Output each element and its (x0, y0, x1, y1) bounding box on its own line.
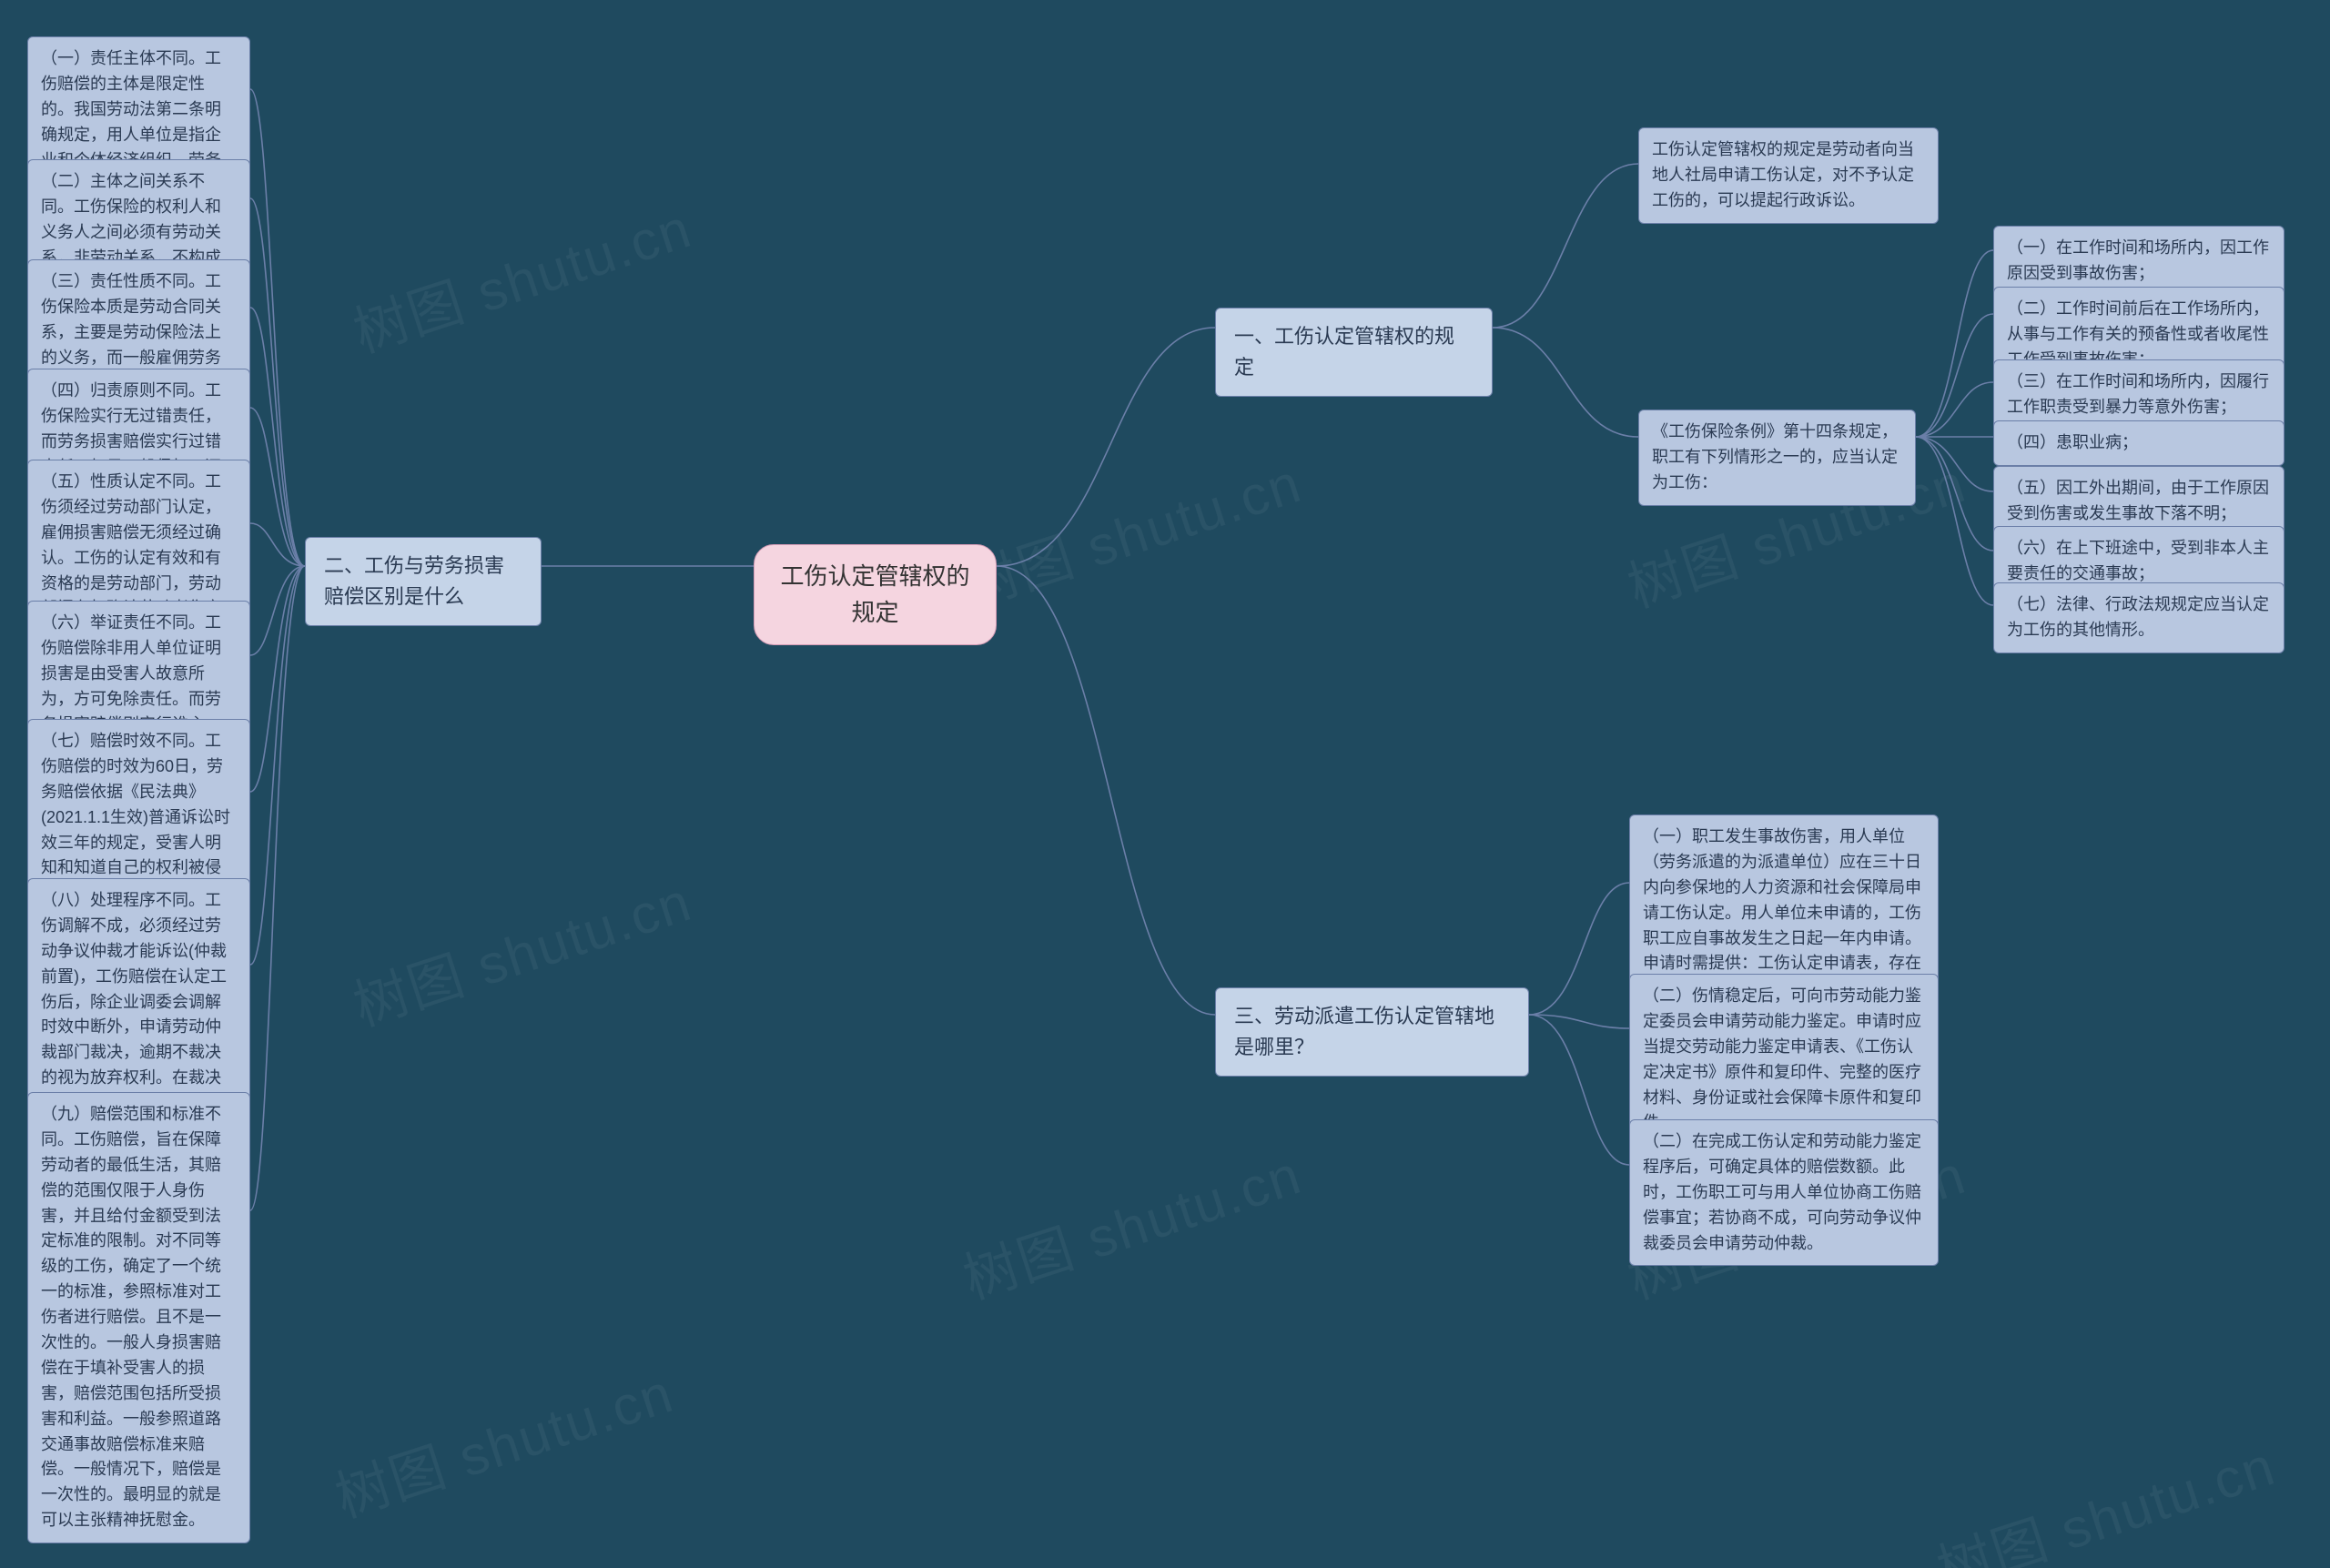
watermark: 树图 shutu.cn (952, 1131, 1311, 1315)
b3-leaf-3: （二）在完成工伤认定和劳动能力鉴定程序后，可确定具体的赔偿数额。此时，工伤职工可… (1629, 1119, 1939, 1266)
branch-3: 三、劳动派遣工伤认定管辖地是哪里？ (1215, 987, 1529, 1077)
root-node: 工伤认定管辖权的规定 (754, 544, 997, 645)
watermark: 树图 shutu.cn (1926, 1422, 2284, 1568)
watermark: 树图 shutu.cn (952, 440, 1311, 623)
b1-leaf-7: （七）法律、行政法规规定应当认定为工伤的其他情形。 (1993, 582, 2284, 653)
watermark: 树图 shutu.cn (342, 858, 701, 1042)
b1-intro: 工伤认定管辖权的规定是劳动者向当地人社局申请工伤认定，对不予认定工伤的，可以提起… (1638, 127, 1939, 224)
watermark: 树图 shutu.cn (342, 185, 701, 369)
b1-sub: 《工伤保险条例》第十四条规定，职工有下列情形之一的，应当认定为工伤： (1638, 410, 1916, 506)
b2-leaf-9: （九）赔偿范围和标准不同。工伤赔偿，旨在保障劳动者的最低生活，其赔偿的范围仅限于… (27, 1092, 250, 1543)
watermark: 树图 shutu.cn (324, 1350, 683, 1533)
branch-2: 二、工伤与劳务损害赔偿区别是什么 (305, 537, 542, 626)
connector-layer (0, 0, 2330, 1568)
b1-leaf-4: （四）患职业病； (1993, 420, 2284, 466)
branch-1: 一、工伤认定管辖权的规定 (1215, 308, 1493, 397)
